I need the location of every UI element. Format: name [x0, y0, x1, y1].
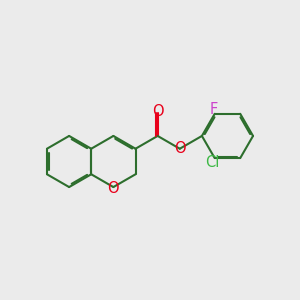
Text: O: O — [152, 104, 164, 119]
Text: O: O — [174, 141, 186, 156]
Text: F: F — [209, 103, 217, 118]
Text: O: O — [108, 181, 119, 196]
Text: Cl: Cl — [205, 155, 219, 170]
